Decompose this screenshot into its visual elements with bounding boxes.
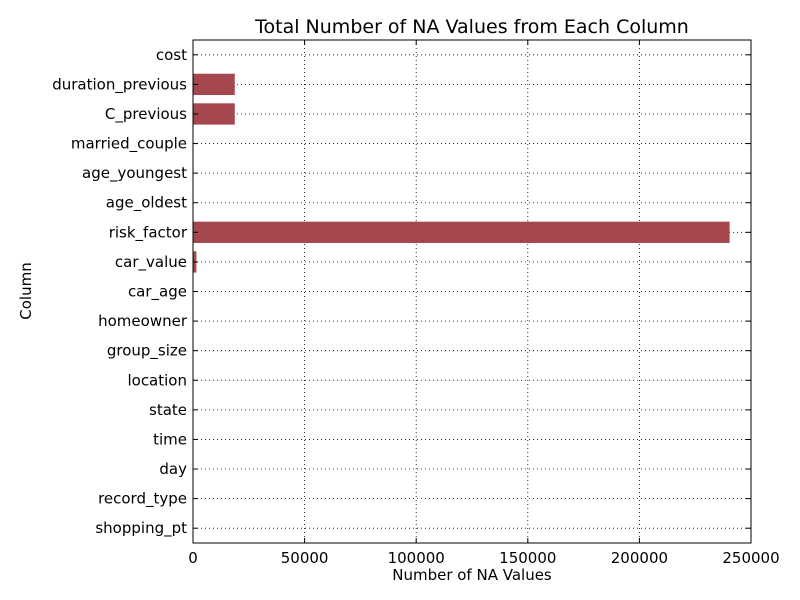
x-axis-title: Number of NA Values <box>392 566 552 584</box>
y-tick-label: risk_factor <box>109 223 188 242</box>
y-tick-label: C_previous <box>105 105 187 124</box>
y-tick-label: age_youngest <box>82 164 187 183</box>
y-axis-title: Column <box>17 262 35 319</box>
y-tick-label: location <box>127 371 187 389</box>
x-tick-label: 0 <box>188 549 198 567</box>
chart-title: Total Number of NA Values from Each Colu… <box>254 16 689 38</box>
x-tick-label: 150000 <box>499 549 556 567</box>
x-tick-labels: 0 50000 100000 150000 200000 250000 <box>188 549 779 567</box>
y-tick-label: car_age <box>128 283 187 302</box>
y-tick-label: record_type <box>98 490 187 509</box>
y-tick-label: car_value <box>115 253 187 272</box>
bar-risk_factor <box>193 221 730 243</box>
y-tick-label: state <box>149 401 187 419</box>
y-tick-label: married_couple <box>71 135 187 154</box>
y-tick-label: shopping_pt <box>95 519 187 538</box>
y-tick-label: time <box>153 430 187 448</box>
bar-duration_previous <box>193 73 235 96</box>
y-tick-label: duration_previous <box>52 75 187 94</box>
x-tick-label: 100000 <box>388 549 445 567</box>
y-tick-label: cost <box>156 46 187 64</box>
bar-C_previous <box>193 103 235 125</box>
y-tick-label: homeowner <box>98 312 188 330</box>
plot-area-frame <box>192 39 752 544</box>
x-tick-label: 50000 <box>281 549 329 567</box>
x-tick-label: 200000 <box>611 549 668 567</box>
y-tick-labels: shopping_pt record_type day time state locati… <box>52 46 188 538</box>
bars <box>193 73 730 273</box>
x-tick-label: 250000 <box>722 549 779 567</box>
y-tick-label: day <box>159 460 187 478</box>
y-tick-label: group_size <box>107 342 187 361</box>
y-tick-label: age_oldest <box>106 194 187 213</box>
tick-marks <box>192 40 752 543</box>
